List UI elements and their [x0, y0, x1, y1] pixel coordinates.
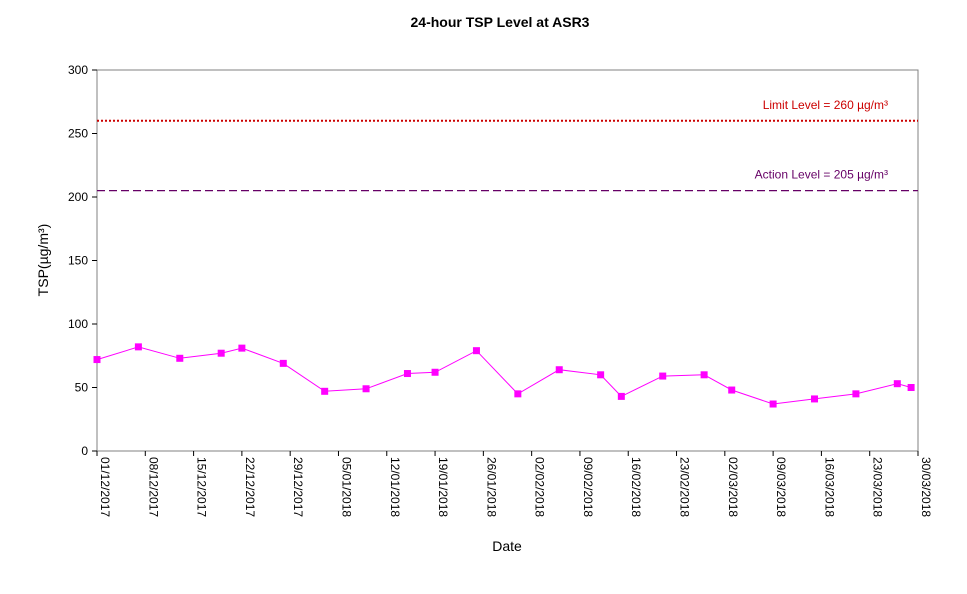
x-axis: 01/12/2017 08/12/2017 15/12/2017 22/12/2017… [96, 451, 933, 517]
y-axis-label: TSP(µg/m³) [35, 224, 51, 297]
data-point [279, 359, 287, 367]
x-tick-label: 09/02/2018 [581, 457, 595, 517]
x-tick-label: 01/12/2017 [98, 457, 112, 517]
x-tick-label: 12/01/2018 [388, 457, 402, 517]
plot-area [96, 69, 919, 452]
reference-line-label: Limit Level = 260 µg/m³ [763, 98, 888, 112]
data-point [217, 349, 225, 357]
x-tick-label: 08/12/2017 [146, 457, 160, 517]
y-tick-label: 100 [68, 317, 88, 331]
x-tick-label: 02/03/2018 [726, 457, 740, 517]
data-point [811, 395, 819, 403]
x-tick-label: 05/01/2018 [339, 457, 353, 517]
x-tick-label: 23/03/2018 [871, 457, 885, 517]
x-tick-label: 19/01/2018 [436, 457, 450, 517]
data-series [93, 343, 915, 408]
x-tick-label: 16/02/2018 [629, 457, 643, 517]
y-tick-label: 0 [81, 444, 88, 458]
data-point [659, 372, 667, 380]
data-point [134, 343, 142, 351]
data-point [403, 370, 411, 378]
data-point [93, 356, 101, 364]
y-axis: 0 50 100 150 200 250 300 [68, 63, 97, 458]
x-tick-label: 15/12/2017 [195, 457, 209, 517]
data-point [893, 380, 901, 388]
data-point [238, 344, 246, 352]
data-point [617, 392, 625, 400]
data-point [431, 368, 439, 376]
data-point [176, 354, 184, 362]
x-tick-label: 30/03/2018 [919, 457, 933, 517]
data-point [472, 347, 480, 355]
chart-title: 24-hour TSP Level at ASR3 [411, 14, 590, 30]
y-tick-label: 200 [68, 190, 88, 204]
x-tick-label: 29/12/2017 [291, 457, 305, 517]
y-tick-label: 50 [75, 381, 89, 395]
reference-line-label: Action Level = 205 µg/m³ [755, 168, 888, 182]
data-point [321, 387, 329, 395]
y-tick-label: 300 [68, 63, 88, 77]
y-tick-label: 250 [68, 127, 88, 141]
data-point [597, 371, 605, 379]
data-point [514, 390, 522, 398]
x-tick-label: 26/01/2018 [484, 457, 498, 517]
data-point [769, 400, 777, 408]
data-point [852, 390, 860, 398]
data-point [362, 385, 370, 393]
x-tick-label: 02/02/2018 [533, 457, 547, 517]
y-tick-label: 150 [68, 254, 88, 268]
x-tick-label: 23/02/2018 [678, 457, 692, 517]
data-point [555, 366, 563, 374]
x-axis-label: Date [492, 538, 522, 554]
reference-lines: Limit Level = 260 µg/m³ Action Level = 20… [97, 98, 918, 192]
x-tick-label: 16/03/2018 [822, 457, 836, 517]
x-tick-label: 22/12/2017 [243, 457, 257, 517]
data-point [700, 371, 708, 379]
x-tick-label: 09/03/2018 [774, 457, 788, 517]
data-point [728, 386, 736, 394]
data-point [907, 384, 915, 391]
